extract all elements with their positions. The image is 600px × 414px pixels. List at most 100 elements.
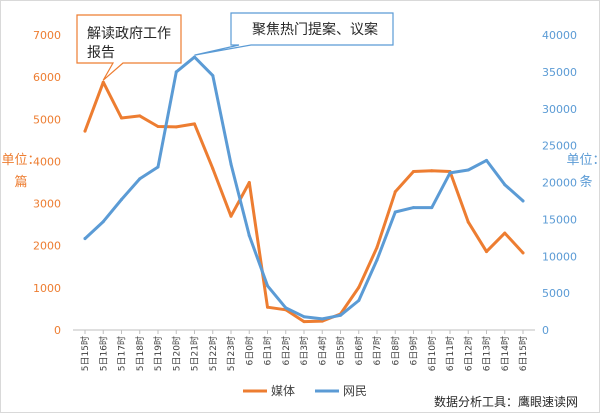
- x-tick-label: 6日10时: [426, 336, 438, 371]
- right-y-tick-label: 15000: [542, 213, 577, 226]
- x-tick-label: 6日1时: [262, 336, 274, 365]
- svg-text:单位：条: 单位：条: [566, 153, 600, 190]
- data-point: [83, 237, 87, 241]
- x-tick-label: 6日14时: [499, 336, 511, 371]
- x-tick-label: 5日18时: [134, 336, 146, 371]
- x-tick-label: 5日22时: [207, 336, 219, 371]
- data-point: [393, 190, 397, 194]
- data-point: [229, 162, 233, 166]
- data-point: [193, 122, 196, 126]
- x-tick-label: 6日9时: [408, 336, 420, 365]
- svg-text:聚焦热门提案、议案: 聚焦热门提案、议案: [252, 21, 378, 38]
- data-point: [138, 177, 142, 181]
- left-y-axis-title: 单位：篇: [1, 153, 40, 190]
- data-point: [393, 210, 397, 214]
- x-tick-label: 6日0时: [243, 336, 255, 365]
- x-tick-label: 6日12时: [462, 336, 474, 371]
- data-point: [211, 167, 215, 171]
- x-tick-label: 6日4时: [316, 336, 328, 365]
- left-y-tick-label: 1000: [33, 282, 61, 295]
- data-point: [101, 80, 105, 84]
- data-point: [375, 245, 379, 249]
- data-point: [521, 251, 525, 255]
- right-y-tick-label: 0: [542, 324, 549, 337]
- x-tick-label: 5日23时: [225, 336, 237, 371]
- data-point: [302, 320, 306, 324]
- data-point: [174, 125, 178, 129]
- data-point: [193, 55, 196, 59]
- data-point: [412, 170, 415, 174]
- data-point: [138, 114, 142, 118]
- legend-item-netizen: 网民: [315, 384, 367, 398]
- data-point: [357, 285, 361, 289]
- data-point: [375, 258, 379, 262]
- right-y-tick-label: 35000: [542, 66, 577, 79]
- svg-text:解读政府工作报告: 解读政府工作报告: [87, 25, 171, 61]
- data-point: [120, 116, 123, 120]
- legend-item-media: 媒体: [243, 384, 295, 398]
- data-point: [503, 183, 507, 187]
- svg-text:单位：篇: 单位：篇: [1, 153, 40, 190]
- data-point: [229, 214, 233, 218]
- left-y-tick-label: 2000: [33, 240, 61, 253]
- x-tick-label: 6日15时: [517, 336, 529, 371]
- x-tick-label: 6日8时: [389, 336, 401, 365]
- data-point: [339, 313, 342, 317]
- x-tick-label: 6日13时: [481, 336, 493, 371]
- x-tick-label: 5日15时: [79, 336, 91, 371]
- data-point: [430, 169, 434, 173]
- data-point: [247, 181, 251, 184]
- data-point: [120, 197, 123, 201]
- x-tick-label: 5日16时: [97, 336, 109, 371]
- data-point: [485, 158, 488, 162]
- data-point: [211, 74, 215, 78]
- data-point: [412, 206, 415, 210]
- right-y-axis-title: 单位：条: [566, 153, 600, 190]
- data-point: [466, 168, 470, 172]
- data-point: [430, 206, 434, 210]
- x-tick-label: 6日2时: [280, 336, 292, 365]
- data-point: [83, 129, 87, 133]
- right-y-tick-label: 40000: [542, 29, 577, 42]
- x-tick-label: 6日7时: [371, 336, 383, 365]
- x-tick-label: 5日17时: [116, 336, 128, 371]
- legend-label: 媒体: [271, 384, 295, 398]
- data-point: [101, 220, 105, 224]
- left-y-tick-label: 4000: [33, 155, 61, 168]
- right-y-tick-label: 25000: [542, 140, 577, 153]
- x-tick-label: 5日21时: [189, 336, 201, 371]
- data-point: [156, 165, 160, 169]
- data-point: [485, 250, 488, 254]
- x-tick-label: 5日19时: [152, 336, 164, 371]
- data-point: [156, 124, 160, 128]
- x-tick-label: 6日6时: [353, 336, 365, 365]
- left-y-tick-label: 5000: [33, 113, 61, 126]
- data-point: [357, 299, 361, 302]
- left-y-tick-label: 7000: [33, 29, 61, 42]
- right-y-tick-label: 20000: [542, 177, 577, 190]
- data-point: [503, 231, 507, 235]
- data-source-note: 数据分析工具：鹰眼速读网: [434, 394, 578, 409]
- data-point: [448, 171, 452, 175]
- data-point: [266, 284, 269, 288]
- data-point: [284, 306, 288, 310]
- left-y-tick-label: 0: [54, 324, 61, 337]
- data-point: [247, 234, 251, 238]
- x-tick-label: 6日5时: [335, 336, 347, 365]
- right-y-tick-label: 30000: [542, 103, 577, 116]
- x-tick-label: 5日20时: [170, 336, 182, 371]
- left-y-tick-label: 6000: [33, 71, 61, 84]
- x-tick-label: 6日11时: [444, 336, 456, 371]
- callout-media: 解读政府工作报告: [76, 14, 182, 81]
- data-point: [302, 315, 306, 319]
- right-y-tick-label: 10000: [542, 250, 577, 263]
- callout-netizen: 聚焦热门提案、议案: [194, 12, 394, 56]
- x-tick-label: 6日3时: [298, 336, 310, 365]
- data-point: [466, 220, 470, 224]
- data-point: [521, 199, 525, 203]
- legend-label: 网民: [343, 384, 367, 398]
- data-point: [320, 319, 324, 323]
- data-point: [266, 305, 269, 309]
